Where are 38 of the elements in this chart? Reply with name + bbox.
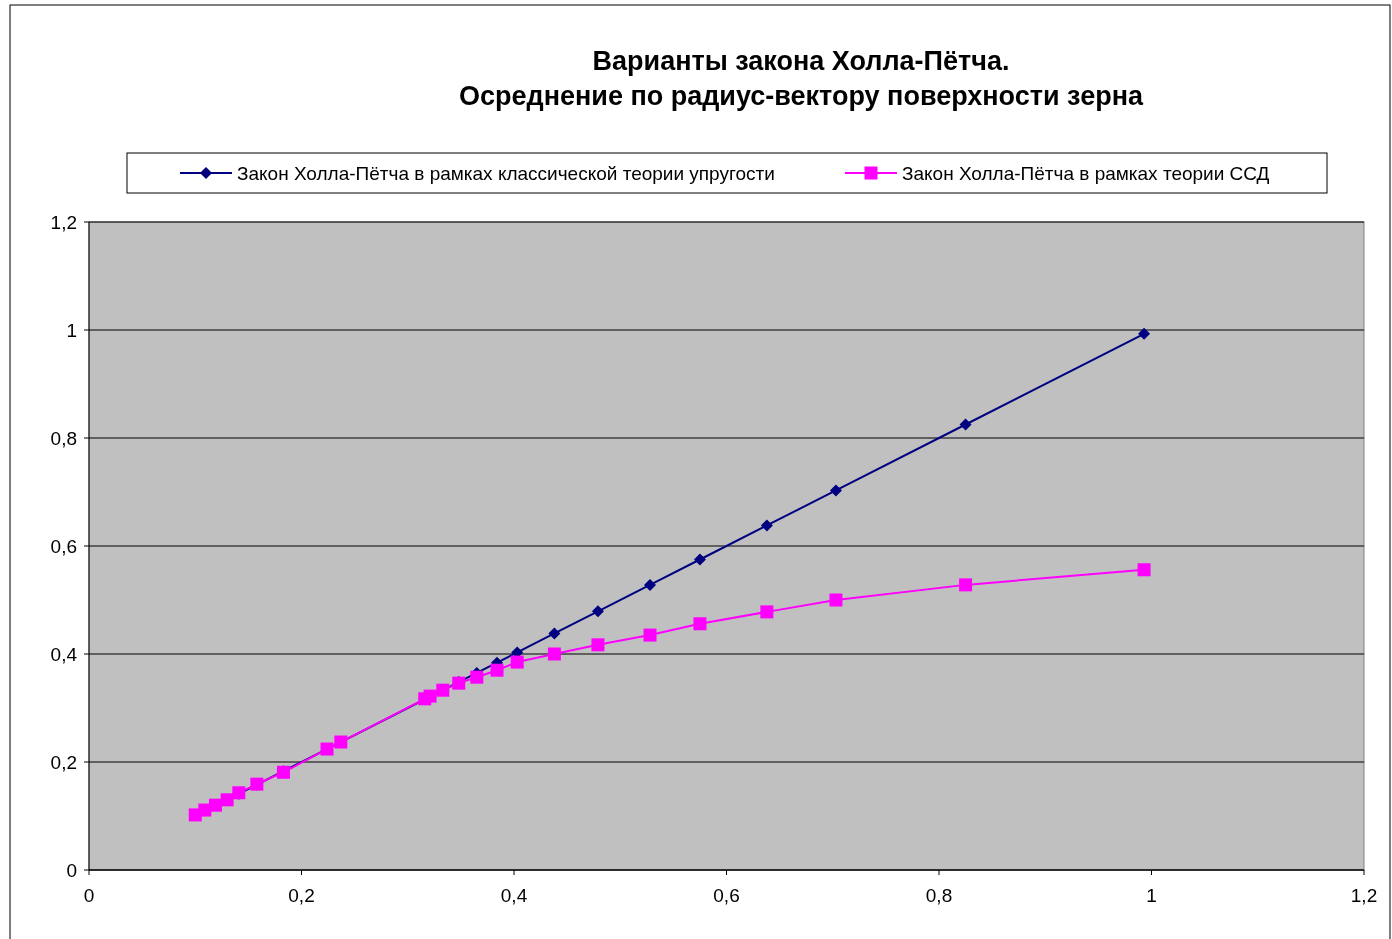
- point: [644, 578, 656, 591]
- point: [548, 627, 561, 640]
- x-tick-label: 0,2: [288, 885, 315, 906]
- point: [547, 647, 561, 661]
- point: [829, 593, 843, 607]
- y-tick-label: 0,2: [50, 752, 77, 773]
- point: [829, 484, 842, 497]
- point: [470, 670, 484, 684]
- point: [591, 638, 605, 652]
- x-tick-label: 1,2: [1350, 885, 1378, 906]
- point: [208, 798, 222, 812]
- legend-label: Закон Холла-Пётча в рамках классической теории упругости: [237, 163, 775, 184]
- point: [760, 605, 774, 619]
- chart-title: Варианты закона Холла-Пётча. Осреднение по радиус-вектору поверхности зерна: [459, 46, 1144, 111]
- x-tick-label: 1: [1146, 885, 1157, 906]
- point: [490, 663, 504, 677]
- x-tick-label: 0,6: [713, 885, 740, 906]
- y-tick-label: 0,6: [50, 536, 77, 557]
- point: [959, 578, 973, 592]
- point: [1138, 327, 1151, 340]
- point: [591, 605, 604, 618]
- x-tick-label: 0,4: [500, 885, 528, 906]
- point: [693, 617, 707, 631]
- point: [643, 628, 657, 642]
- point: [693, 553, 706, 566]
- y-tick-label: 0: [66, 860, 77, 881]
- x-tick-label: 0,8: [925, 885, 953, 906]
- point: [198, 803, 212, 817]
- y-tick-label: 1: [66, 320, 77, 341]
- point: [510, 655, 524, 669]
- point: [1137, 563, 1151, 577]
- y-tick-label: 1,2: [50, 212, 77, 233]
- y-tick-label: 0,4: [50, 644, 78, 665]
- y-tick-label: 0,8: [50, 428, 77, 449]
- x-tick-label: 0: [83, 885, 95, 906]
- point: [760, 519, 773, 532]
- point: [959, 418, 972, 431]
- legend-label: Закон Холла-Пётча в рамках теории ССД: [902, 163, 1270, 184]
